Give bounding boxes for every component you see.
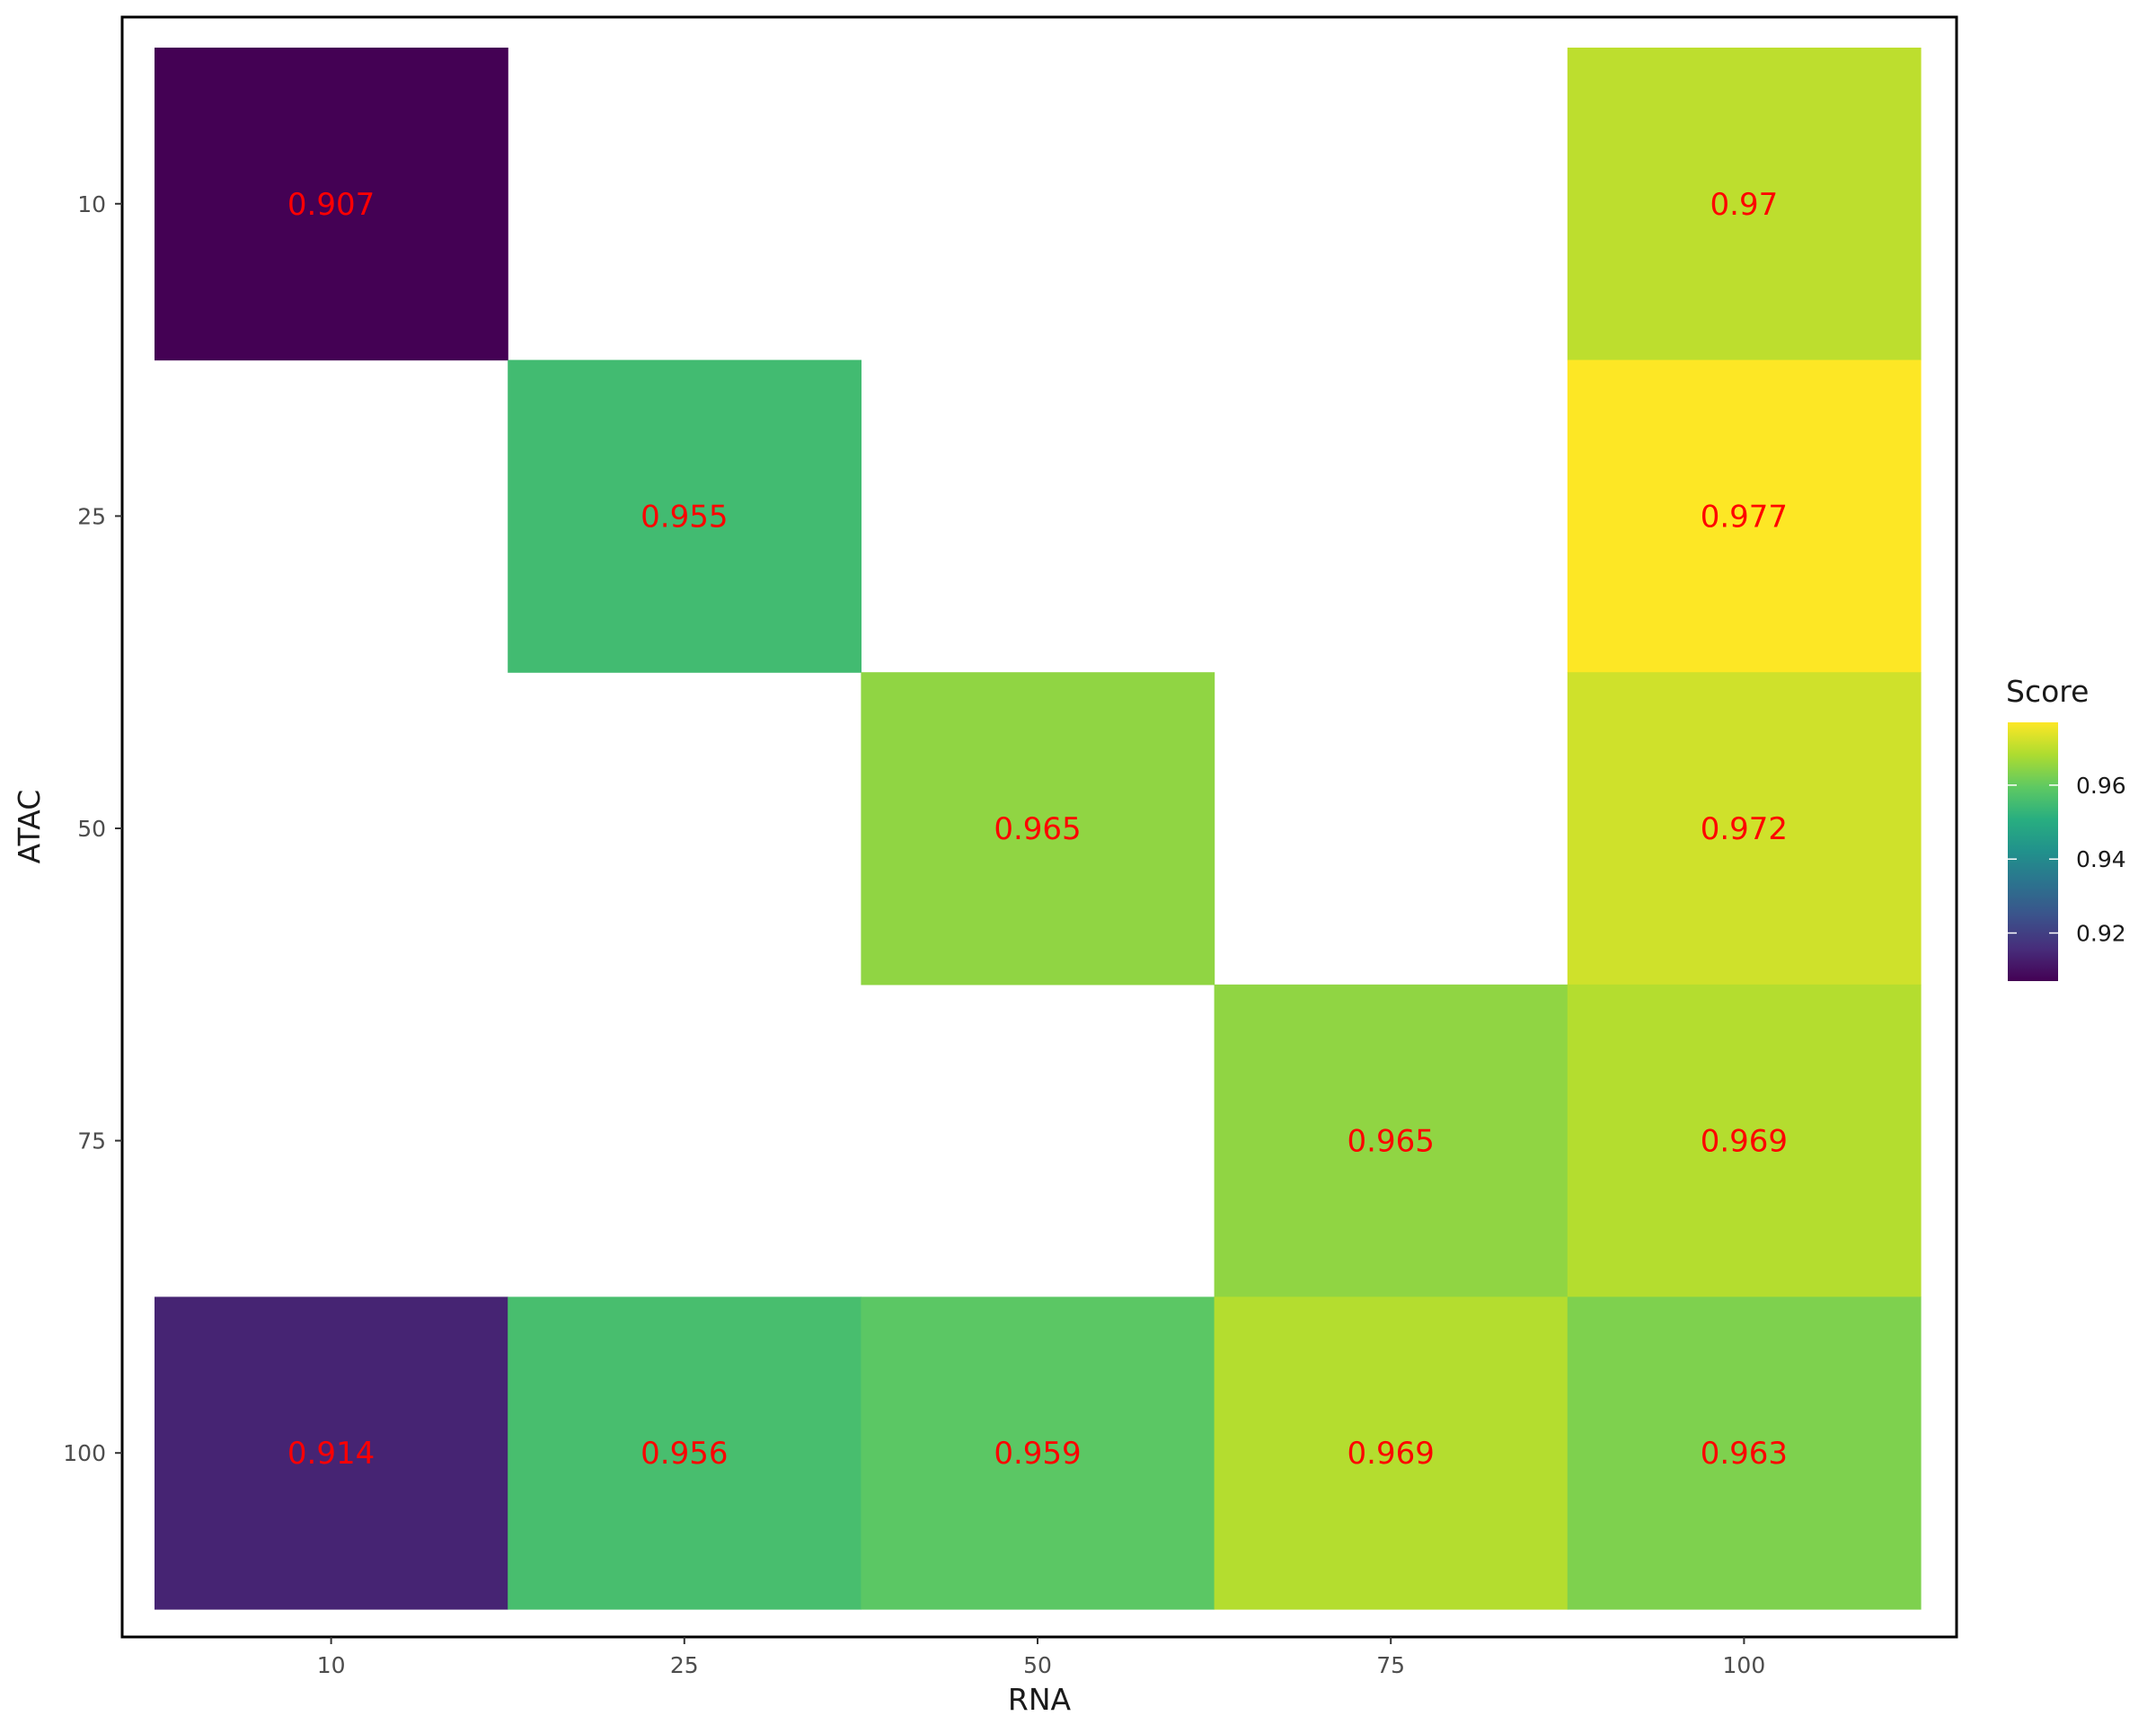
y-tick-label: 100	[63, 1440, 106, 1466]
heatmap-cell-rna-100-atac-10	[1567, 48, 1922, 361]
heatmap-cell-rna-50-atac-100	[861, 1296, 1215, 1610]
y-tick-label: 75	[77, 1128, 106, 1154]
cell-value-label: 0.969	[1348, 1436, 1435, 1472]
cell-value-label: 0.907	[287, 187, 375, 223]
legend-title: Score	[2006, 674, 2089, 709]
legend-colorbar	[2008, 722, 2058, 981]
legend-tick-label: 0.96	[2076, 773, 2126, 799]
color-legend: Score 0.92 0.94 0.96	[2006, 674, 2126, 981]
cell-value-label: 0.97	[1710, 187, 1779, 223]
cell-value-label: 0.965	[1348, 1124, 1435, 1160]
cell-value-label: 0.977	[1701, 499, 1788, 535]
heatmap-cell-rna-100-atac-50	[1567, 672, 1922, 986]
x-tick-label: 75	[1376, 1652, 1405, 1678]
cell-value-label: 0.956	[641, 1436, 728, 1472]
x-tick-label: 10	[317, 1652, 346, 1678]
heatmap-cell-rna-25-atac-25	[508, 359, 862, 673]
x-axis-title: RNA	[1008, 1682, 1072, 1717]
heatmap-cell-rna-100-atac-25	[1567, 359, 1922, 673]
legend-ticks: 0.92 0.94 0.96	[2008, 773, 2126, 947]
heatmap-cell-rna-10-atac-10	[155, 48, 508, 361]
cell-value-label: 0.914	[287, 1436, 375, 1472]
heatmap-cell-rna-10-atac-100	[155, 1296, 508, 1610]
heatmap-cell-rna-100-atac-75	[1567, 984, 1922, 1297]
cell-value-label: 0.959	[994, 1436, 1081, 1472]
x-tick-label: 25	[670, 1652, 699, 1678]
heatmap-cell-rna-75-atac-75	[1214, 984, 1568, 1297]
y-axis-title: ATAC	[12, 790, 47, 864]
y-tick-label: 25	[77, 503, 106, 529]
y-tick-label: 10	[77, 191, 106, 217]
y-axis-ticks: 10 25 50 75 100	[63, 191, 122, 1466]
x-tick-label: 100	[1723, 1652, 1766, 1678]
cell-value-label: 0.965	[994, 811, 1081, 847]
plot-panel-border	[120, 15, 1958, 1639]
x-axis-ticks: 10 25 50 75 100	[317, 1637, 1766, 1678]
y-tick-label: 50	[77, 816, 106, 842]
heatmap-cell-rna-25-atac-100	[508, 1296, 862, 1610]
cell-value-label: 0.972	[1701, 811, 1788, 847]
x-tick-label: 50	[1023, 1652, 1052, 1678]
cell-value-label: 0.969	[1701, 1124, 1788, 1160]
heatmap-cell-labels: 0.907 0.97 0.955 0.977 0.965 0.972 0.965 0.969 0…	[287, 187, 1788, 1472]
heatmap-cells	[155, 48, 1922, 1610]
legend-tick-label: 0.92	[2076, 921, 2126, 947]
legend-tick-label: 0.94	[2076, 846, 2126, 872]
heatmap-cell-rna-100-atac-100	[1567, 1296, 1922, 1610]
cell-value-label: 0.955	[641, 499, 728, 535]
cell-value-label: 0.963	[1701, 1436, 1788, 1472]
heatmap-cell-rna-50-atac-50	[861, 672, 1215, 986]
heatmap-cell-rna-75-atac-100	[1214, 1296, 1568, 1610]
